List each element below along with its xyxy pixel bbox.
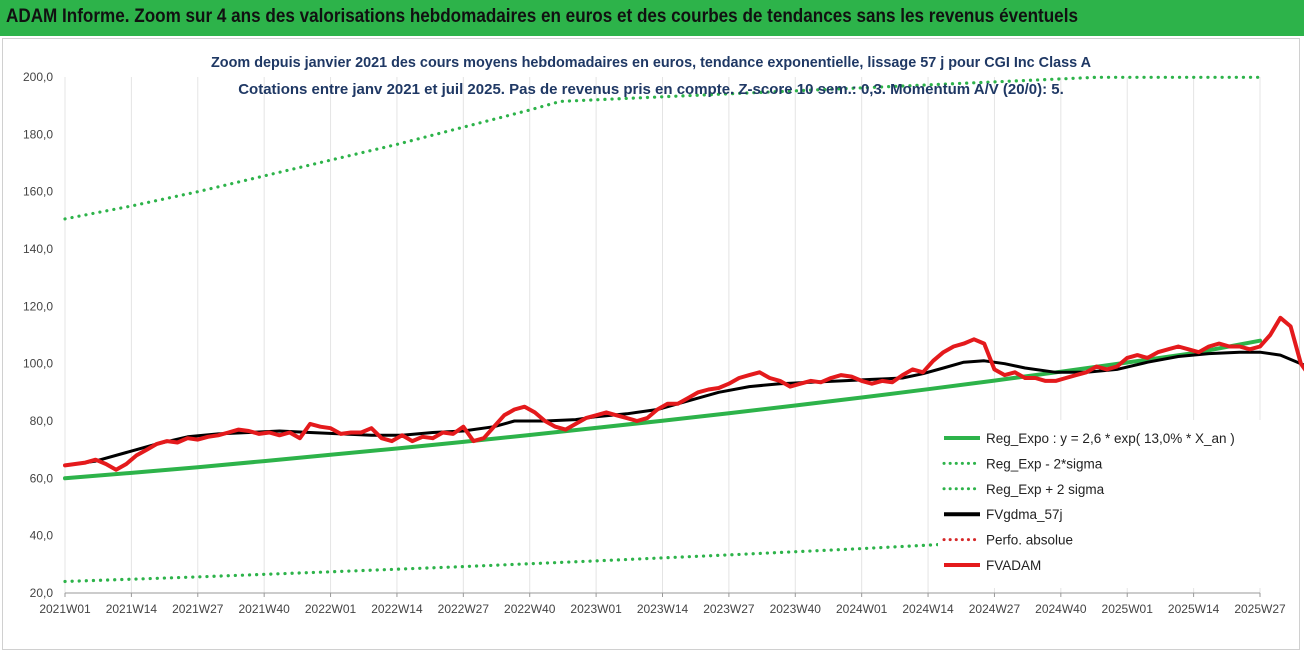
legend-entry: FVADAM xyxy=(986,558,1041,573)
y-axis: 20,0 40,0 60,0 80,0 100,0 120,0 140,0 160,0 180,… xyxy=(23,70,53,600)
y-tick-label: 100,0 xyxy=(23,357,53,371)
x-tick-label: 2021W27 xyxy=(172,602,224,616)
x-tick-label: 2022W27 xyxy=(438,602,490,616)
banner-title: ADAM Informe. Zoom sur 4 ans des valoris… xyxy=(6,6,1078,27)
x-tick-label: 2025W01 xyxy=(1102,602,1154,616)
x-tick-label: 2024W27 xyxy=(969,602,1021,616)
y-tick-label: 80,0 xyxy=(30,414,54,428)
series-line xyxy=(63,75,1262,221)
x-tick-label: 2022W40 xyxy=(504,602,556,616)
x-tick-label: 2023W27 xyxy=(703,602,755,616)
x-axis: 2021W01 2021W14 2021W27 2021W40 2022W01 2022W… xyxy=(39,592,1286,616)
x-tick-label: 2025W27 xyxy=(1234,602,1286,616)
x-tick-label: 2021W14 xyxy=(106,602,158,616)
x-tick-label: 2023W14 xyxy=(637,602,689,616)
y-tick-label: 140,0 xyxy=(23,242,53,256)
series-line xyxy=(63,315,1304,472)
x-tick-label: 2022W01 xyxy=(305,602,357,616)
legend-entry: Reg_Exp - 2*sigma xyxy=(986,456,1103,471)
legend: Reg_Expo : y = 2,6 * exp( 13,0% * X_an )… xyxy=(942,431,1235,573)
legend-entry: Perfo. absolue xyxy=(986,533,1073,548)
chart-subtitle: Cotations entre janv 2021 et juil 2025. … xyxy=(238,81,1064,98)
y-tick-label: 200,0 xyxy=(23,70,53,84)
y-tick-label: 160,0 xyxy=(23,185,53,199)
x-tick-label: 2025W14 xyxy=(1168,602,1220,616)
legend-entry: Reg_Expo : y = 2,6 * exp( 13,0% * X_an ) xyxy=(986,431,1235,446)
x-tick-label: 2023W40 xyxy=(770,602,822,616)
x-tick-label: 2024W40 xyxy=(1035,602,1087,616)
title-banner: ADAM Informe. Zoom sur 4 ans des valoris… xyxy=(0,0,1304,36)
chart-frame xyxy=(2,38,1300,650)
x-tick-label: 2021W01 xyxy=(39,602,91,616)
x-tick-label: 2024W01 xyxy=(836,602,888,616)
series-group xyxy=(63,75,1304,584)
x-tick-label: 2022W14 xyxy=(371,602,423,616)
series-line xyxy=(63,525,1262,584)
y-tick-label: 120,0 xyxy=(23,299,53,313)
chart-title: Zoom depuis janvier 2021 des cours moyen… xyxy=(211,54,1091,71)
legend-background xyxy=(938,420,1268,588)
x-tick-label: 2024W14 xyxy=(902,602,954,616)
x-tick-label: 2023W01 xyxy=(570,602,622,616)
y-tick-label: 20,0 xyxy=(30,586,54,600)
y-tick-label: 180,0 xyxy=(23,127,53,141)
y-tick-label: 60,0 xyxy=(30,471,54,485)
legend-entry: FVgdma_57j xyxy=(986,507,1063,522)
legend-entry: Reg_Exp + 2 sigma xyxy=(986,482,1105,497)
series-line xyxy=(63,350,1304,467)
x-tick-label: 2021W40 xyxy=(238,602,290,616)
y-tick-label: 40,0 xyxy=(30,529,54,543)
